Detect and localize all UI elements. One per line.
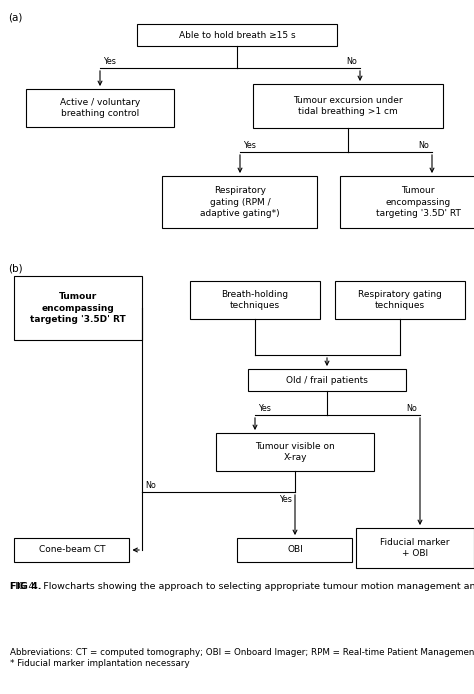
Bar — [26, 89, 174, 127]
Bar — [248, 369, 406, 391]
Text: Tumour visible on
X-ray: Tumour visible on X-ray — [255, 442, 335, 462]
Text: Abbreviations: CT = computed tomography; OBI = Onboard Imager; RPM = Real-time P: Abbreviations: CT = computed tomography;… — [10, 648, 474, 668]
Text: No: No — [418, 141, 429, 150]
Text: No: No — [406, 404, 417, 413]
Text: FIG 4.  Flowcharts showing the approach to selecting appropriate tumour motion m: FIG 4. Flowcharts showing the approach t… — [10, 582, 474, 591]
Text: Able to hold breath ≥15 s: Able to hold breath ≥15 s — [179, 31, 295, 40]
Text: Fiducial marker
+ OBI: Fiducial marker + OBI — [380, 538, 450, 558]
Bar — [15, 538, 129, 562]
Bar — [340, 176, 474, 228]
Bar — [356, 528, 474, 568]
Text: (b): (b) — [8, 263, 23, 273]
Bar — [237, 538, 353, 562]
Text: Active / voluntary
breathing control: Active / voluntary breathing control — [60, 98, 140, 118]
Bar — [163, 176, 318, 228]
Text: FIG 4.: FIG 4. — [10, 582, 42, 591]
Text: Yes: Yes — [243, 141, 256, 150]
Bar — [14, 276, 142, 340]
Bar — [216, 433, 374, 471]
Text: Breath-holding
techniques: Breath-holding techniques — [221, 290, 289, 310]
Text: Tumour excursion under
tidal breathing >1 cm: Tumour excursion under tidal breathing >… — [293, 96, 403, 116]
Bar — [137, 24, 337, 46]
Text: Tumour
encompassing
targeting '3.5D' RT: Tumour encompassing targeting '3.5D' RT — [375, 187, 460, 218]
Text: No: No — [346, 57, 357, 66]
Text: Tumour
encompassing
targeting '3.5D' RT: Tumour encompassing targeting '3.5D' RT — [30, 292, 126, 323]
Text: Cone-beam CT: Cone-beam CT — [39, 545, 105, 555]
Text: Old / frail patients: Old / frail patients — [286, 375, 368, 384]
Text: Respiratory
gating (RPM /
adaptive gating*): Respiratory gating (RPM / adaptive gatin… — [200, 187, 280, 218]
Text: Respiratory gating
techniques: Respiratory gating techniques — [358, 290, 442, 310]
Bar — [335, 281, 465, 319]
Text: Yes: Yes — [279, 495, 292, 504]
Text: (a): (a) — [8, 12, 22, 22]
Text: Yes: Yes — [103, 57, 116, 66]
Bar — [190, 281, 320, 319]
Text: No: No — [145, 481, 156, 490]
Bar — [253, 84, 443, 128]
Text: OBI: OBI — [287, 545, 303, 555]
Text: Yes: Yes — [258, 404, 271, 413]
